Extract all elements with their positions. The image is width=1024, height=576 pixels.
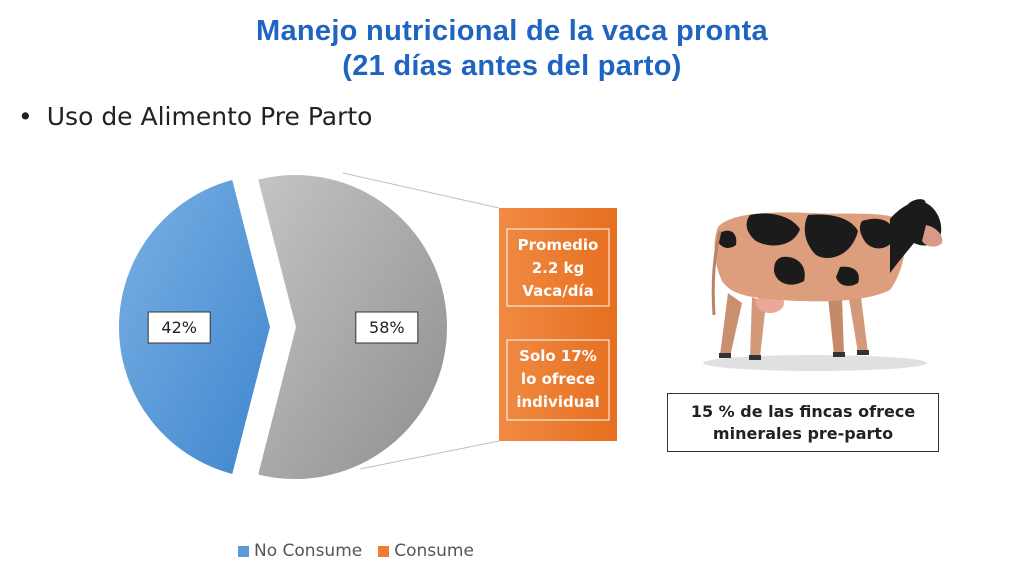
legend-label: No Consume (254, 541, 363, 561)
page-title: Manejo nutricional de la vaca pronta (21… (0, 14, 1024, 84)
title-line-2: (21 días antes del parto) (342, 50, 682, 82)
svg-text:2.2 kg: 2.2 kg (532, 259, 585, 277)
data-label: 42% (147, 311, 211, 344)
callout-line-2: minerales pre-parto (712, 423, 894, 443)
svg-text:42%: 42% (161, 318, 197, 337)
legend-item-no-consume: No Consume (238, 541, 362, 561)
svg-text:lo ofrece: lo ofrece (521, 370, 595, 388)
data-label: 58% (355, 311, 419, 344)
legend-swatch-icon (238, 545, 249, 557)
title-line-1: Manejo nutricional de la vaca pronta (256, 15, 768, 47)
bar-segment-label: Solo 17% lo ofrece individual (506, 339, 610, 421)
legend-swatch-icon (378, 545, 390, 557)
minerals-callout-box: 15 % de las fincas ofrece minerales pre-… (667, 393, 939, 452)
svg-text:individual: individual (516, 393, 599, 411)
pie-slice-consume (255, 173, 449, 481)
bar-segment-label: Promedio 2.2 kg Vaca/día (506, 228, 610, 307)
svg-text:Vaca/día: Vaca/día (522, 282, 593, 300)
bullet-dot-icon: • (18, 102, 33, 131)
bullet-text: Uso de Alimento Pre Parto (46, 102, 373, 131)
svg-text:58%: 58% (369, 318, 405, 337)
pie-layer: 42% 58% (117, 173, 449, 481)
legend-item-consume: Consume (378, 541, 474, 561)
callout-line-1: 15 % de las fincas ofrece (690, 401, 916, 421)
chart-legend: No Consume Consume (238, 541, 474, 561)
svg-text:Promedio: Promedio (518, 236, 599, 254)
legend-label: Consume (394, 541, 474, 561)
bar-of-pie: Promedio 2.2 kg Vaca/día Solo 17% lo ofrece i… (342, 172, 617, 470)
cow-photo-icon (703, 199, 943, 371)
bar-of-pie-column (499, 208, 617, 441)
svg-text:Solo 17%: Solo 17% (519, 347, 597, 365)
bullet-point: • Uso de Alimento Pre Parto (18, 102, 372, 131)
